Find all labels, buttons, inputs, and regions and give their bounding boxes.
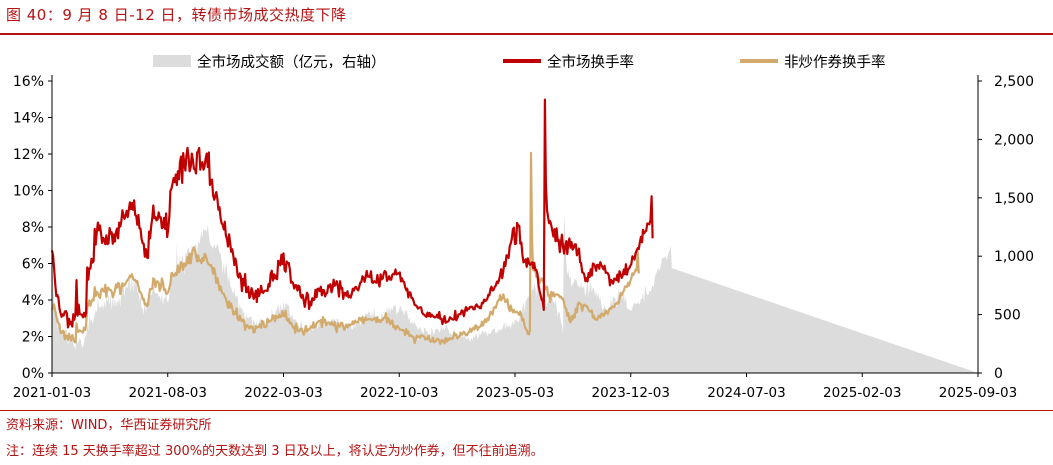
market-turnover-line bbox=[50, 98, 654, 329]
non-spec-turnover-line bbox=[50, 151, 640, 345]
left-tick-label: 6% bbox=[22, 257, 44, 273]
footer-rule bbox=[0, 410, 1053, 411]
source-note: 资料来源：WIND，华西证券研究所 bbox=[6, 418, 212, 433]
x-tick-label: 2025-02-03 bbox=[823, 385, 901, 401]
turnover-lines bbox=[50, 98, 654, 345]
x-tick-label: 2023-05-03 bbox=[476, 385, 554, 401]
right-tick-label: 1,000 bbox=[994, 249, 1034, 265]
left-tick-label: 2% bbox=[22, 330, 44, 346]
right-tick-label: 0 bbox=[994, 366, 1003, 382]
legend-label: 全市场成交额（亿元，右轴） bbox=[197, 53, 386, 71]
turnover-chart: 0% 2% 4% 6% 8% 10% 12% 14% 16% 0 500 1,000 1,500 2,00… bbox=[13, 53, 1034, 401]
legend-label: 非炒作券换手率 bbox=[784, 54, 886, 71]
right-tick-label: 500 bbox=[994, 308, 1021, 324]
left-tick-label: 16% bbox=[13, 74, 44, 90]
left-tick-label: 10% bbox=[13, 184, 44, 200]
figure-title: 图 40：9 月 8 日-12 日，转债市场成交热度下降 bbox=[6, 6, 347, 24]
x-tick-label: 2024-07-03 bbox=[707, 385, 785, 401]
volume-area bbox=[52, 214, 978, 373]
left-tick-label: 12% bbox=[13, 147, 44, 163]
volume-area-series bbox=[52, 214, 978, 373]
right-tick-label: 2,000 bbox=[994, 132, 1034, 148]
footnote: 注：连续 15 天换手率超过 300%的天数达到 3 日及以上，将认定为炒作券，… bbox=[6, 444, 544, 459]
x-tick-label: 2021-08-03 bbox=[129, 385, 207, 401]
legend-label: 全市场换手率 bbox=[547, 53, 634, 71]
x-tick-label: 2021-01-03 bbox=[13, 385, 91, 401]
right-tick-label: 1,500 bbox=[994, 191, 1034, 207]
x-tick-label: 2025-09-03 bbox=[939, 385, 1017, 401]
left-tick-label: 4% bbox=[22, 293, 44, 309]
axes: 0% 2% 4% 6% 8% 10% 12% 14% 16% 0 500 1,000 1,500 2,00… bbox=[13, 74, 1034, 401]
legend: 全市场成交额（亿元，右轴） 全市场换手率 非炒作券换手率 bbox=[153, 53, 886, 71]
title-rule bbox=[0, 33, 1053, 35]
left-tick-label: 8% bbox=[22, 220, 44, 236]
left-tick-label: 14% bbox=[13, 111, 44, 127]
x-tick-label: 2022-03-03 bbox=[244, 385, 322, 401]
left-tick-label: 0% bbox=[22, 366, 44, 382]
x-tick-label: 2022-10-03 bbox=[360, 385, 438, 401]
right-tick-label: 2,500 bbox=[994, 74, 1034, 90]
x-tick-label: 2023-12-03 bbox=[592, 385, 670, 401]
legend-swatch-volume bbox=[153, 55, 191, 67]
